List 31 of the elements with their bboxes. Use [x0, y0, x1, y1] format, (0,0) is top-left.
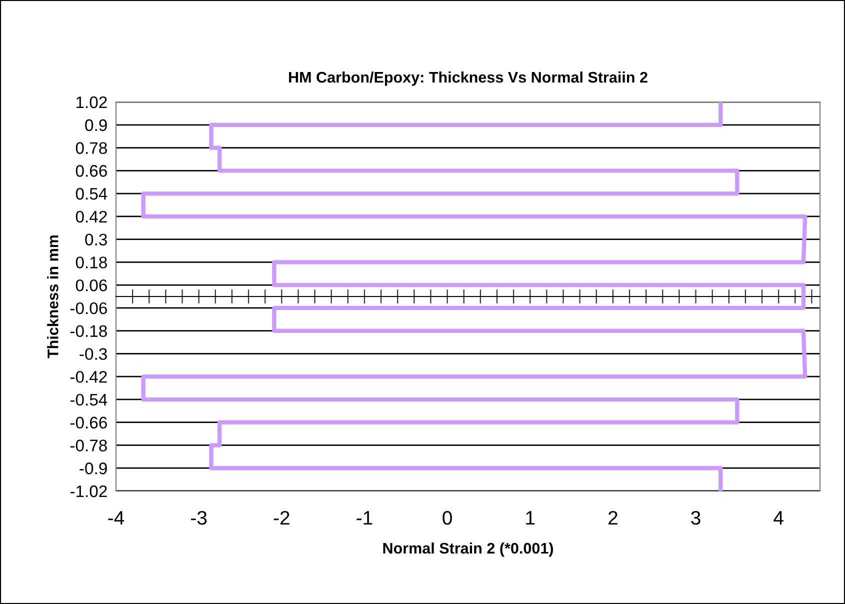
y-tick-label: 0.66: [76, 165, 107, 177]
y-tick-label: -0.9: [80, 462, 107, 474]
x-tick-label: 0: [442, 510, 452, 525]
y-tick-label: 0.42: [76, 210, 107, 223]
y-tick-label: 1.02: [76, 96, 107, 108]
x-tick-label: -2: [274, 510, 290, 525]
y-tick-label: 0.78: [76, 142, 107, 154]
y-tick-label: -0.18: [70, 325, 107, 338]
y-tick-label: -0.06: [70, 302, 107, 314]
y-tick-label: -0.66: [70, 416, 107, 429]
x-axis-title: Normal Strain 2 (*0.001): [383, 542, 553, 557]
x-tick-label: -3: [191, 510, 207, 525]
y-tick-label: 0.06: [76, 279, 107, 292]
y-tick-label: -0.3: [80, 348, 107, 360]
y-tick-label: 0.9: [85, 119, 107, 132]
y-axis-title: Thickness in mm: [47, 235, 58, 358]
y-tick-label: 0.3: [85, 234, 107, 246]
x-tick-label: 1: [526, 511, 535, 525]
y-tick-label: 0.18: [76, 256, 107, 268]
chart-title: HM Carbon/Epoxy: Thickness Vs Normal Straiin 2: [289, 71, 648, 86]
x-tick-label: -1: [356, 511, 372, 525]
x-tick-label: 4: [774, 511, 784, 525]
line-series: [141, 102, 808, 491]
y-tick-label: 0.54: [76, 188, 108, 200]
y-tick-label: -0.78: [70, 440, 107, 452]
y-tick-label: -1.02: [70, 485, 107, 498]
y-tick-label: -0.42: [70, 370, 107, 383]
x-tick-label: 2: [608, 510, 618, 525]
x-tick-label: 3: [691, 510, 700, 525]
x-tick-label: -4: [108, 511, 124, 525]
y-tick-label: -0.54: [70, 394, 108, 406]
